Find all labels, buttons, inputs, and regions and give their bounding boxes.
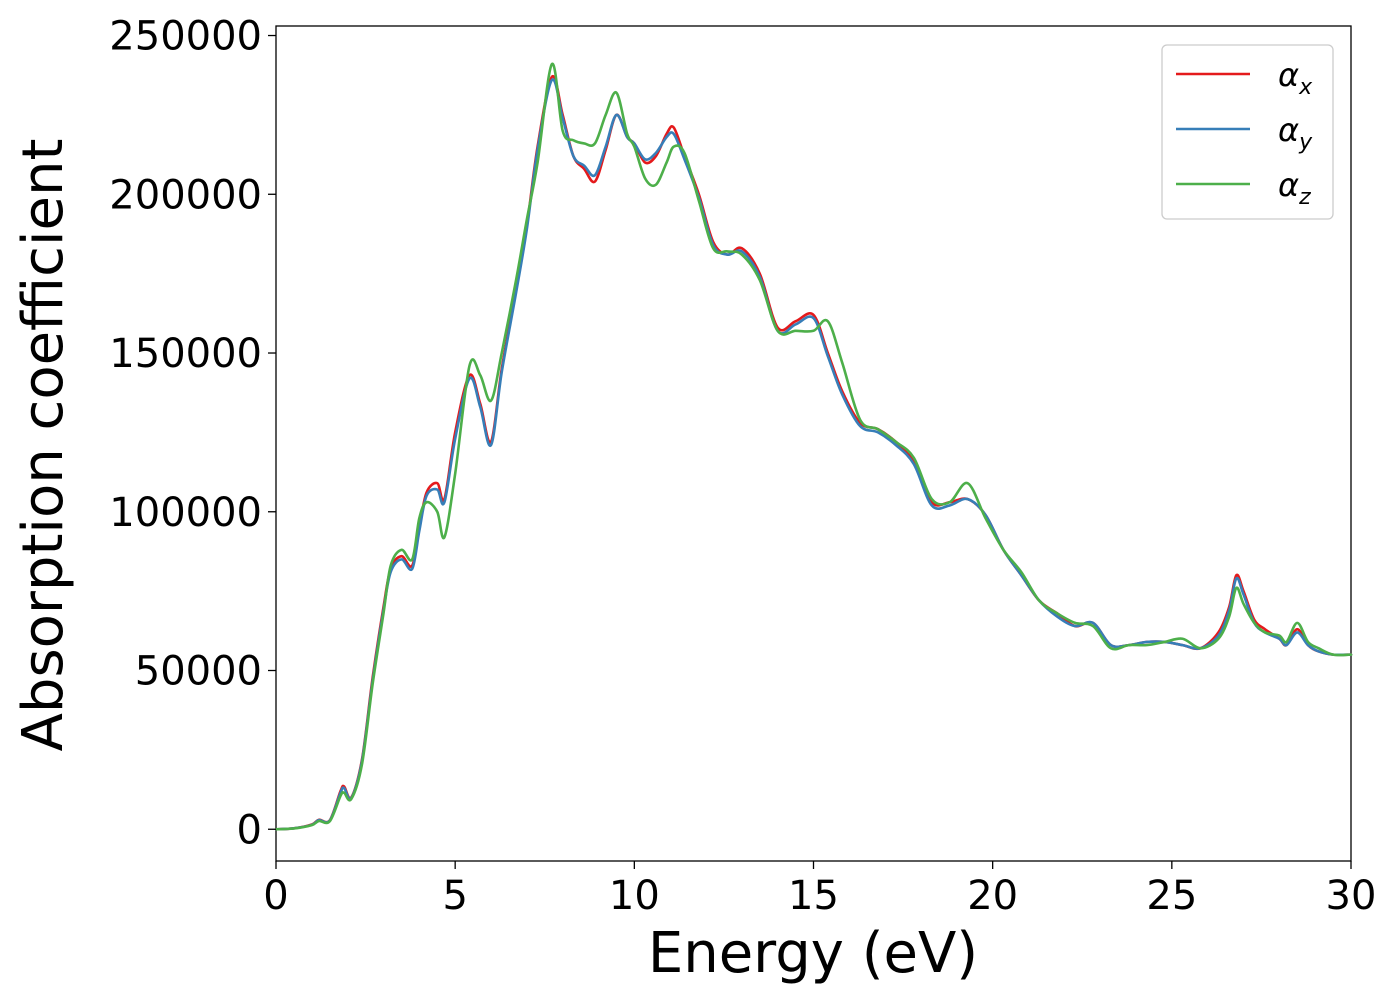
x-tick-label: 15	[788, 873, 839, 919]
x-tick-label: 5	[442, 873, 467, 919]
y-axis-ticks: 0 50000 100000 150000 200000 250000	[109, 14, 276, 853]
y-axis-label: Absorption coefficient	[11, 139, 76, 752]
legend-label-symbol: α	[1278, 111, 1299, 149]
x-axis-ticks: 0 5 10 15 20 25 30	[263, 861, 1376, 919]
x-tick-label: 10	[609, 873, 660, 919]
series-lines	[274, 62, 1353, 831]
x-tick-label: 30	[1326, 873, 1377, 919]
legend-label-z: αz	[1278, 166, 1311, 210]
legend-label-symbol: α	[1278, 56, 1299, 94]
x-tick-label: 25	[1146, 873, 1197, 919]
legend-label-subscript: x	[1298, 75, 1313, 100]
legend-label-subscript: z	[1298, 185, 1311, 210]
x-axis-label: Energy (eV)	[648, 921, 978, 986]
y-tick-label: 200000	[109, 172, 262, 218]
y-tick-label: 0	[237, 807, 262, 853]
legend-label-subscript: y	[1298, 130, 1313, 155]
x-tick-label: 0	[263, 873, 288, 919]
legend-label-y: αy	[1278, 111, 1313, 155]
series-line-z	[274, 62, 1353, 831]
legend-label-symbol: α	[1278, 166, 1299, 204]
y-tick-label: 250000	[109, 14, 262, 60]
x-tick-label: 20	[967, 873, 1018, 919]
y-tick-label: 100000	[109, 490, 262, 536]
y-tick-label: 50000	[135, 649, 262, 695]
legend-label-x: αx	[1278, 56, 1313, 100]
y-tick-label: 150000	[109, 331, 262, 377]
legend-box	[1161, 44, 1334, 220]
